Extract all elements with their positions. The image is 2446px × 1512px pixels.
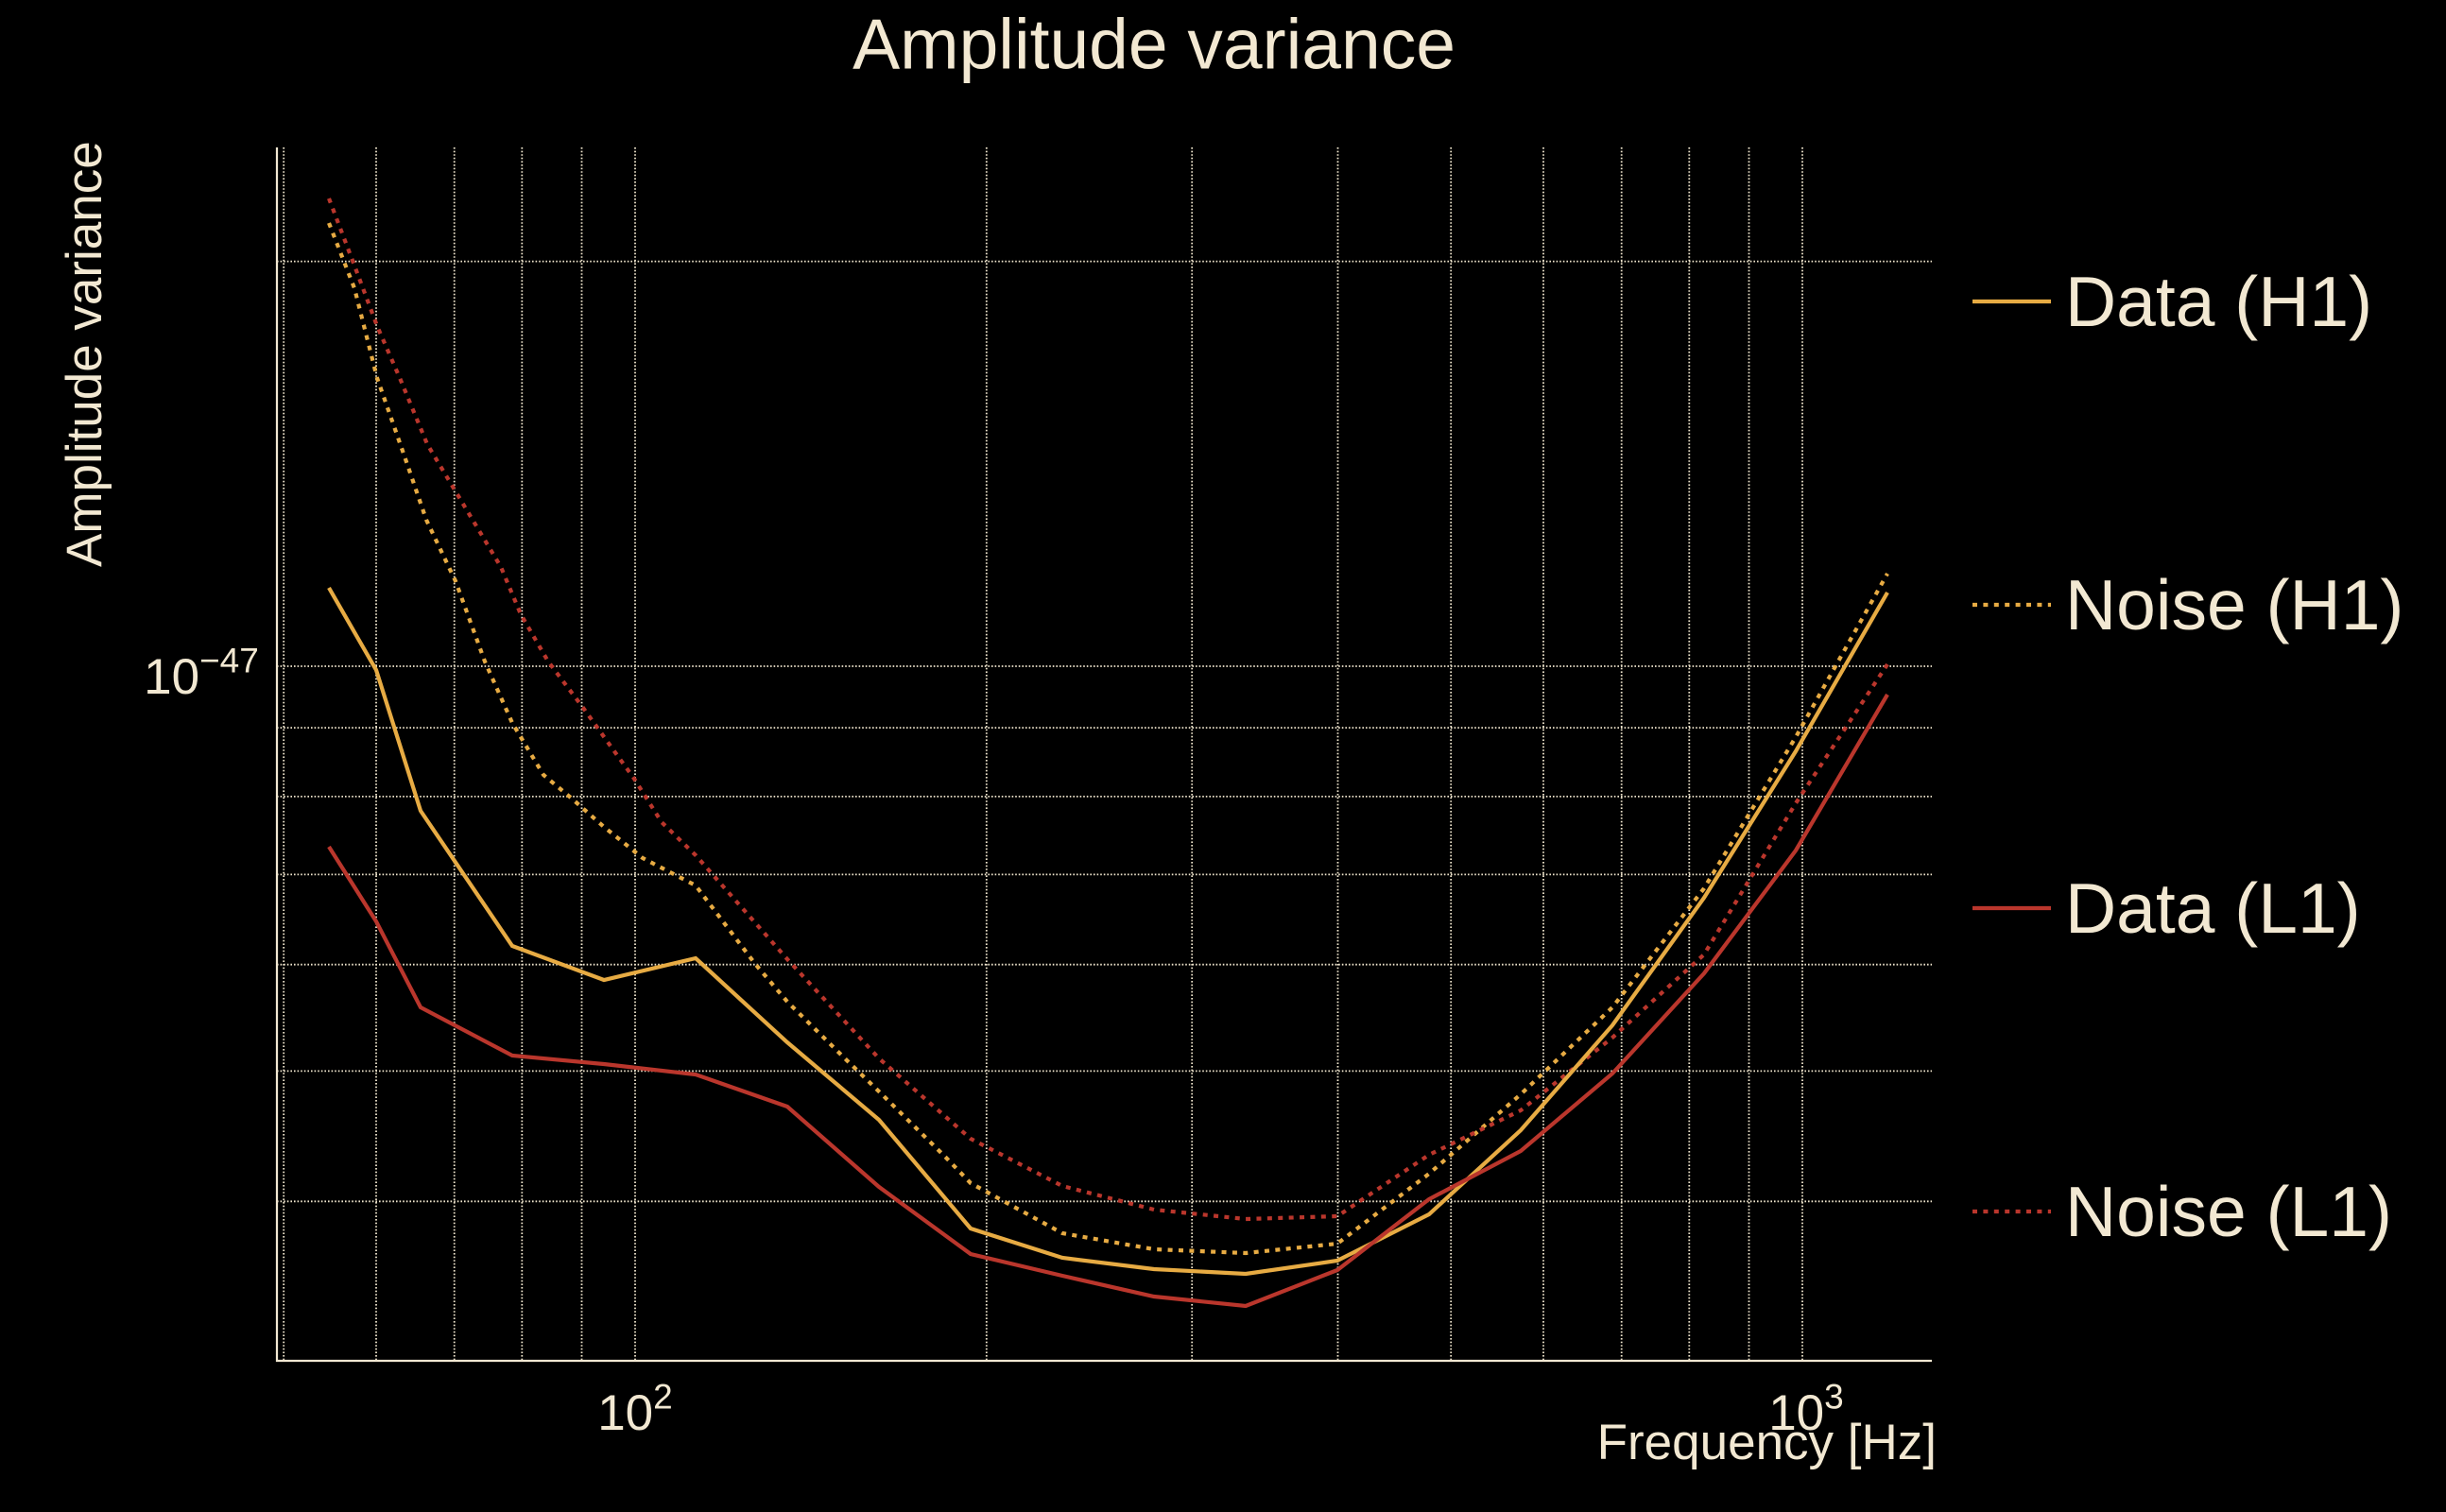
svg-text:Data (L1): Data (L1) [2065,868,2361,948]
svg-text:Noise (H1): Noise (H1) [2065,565,2403,644]
svg-text:Noise (L1): Noise (L1) [2065,1172,2392,1251]
svg-text:Frequency [Hz]: Frequency [Hz] [1597,1415,1937,1470]
svg-text:102: 102 [597,1378,673,1442]
svg-text:Amplitude variance: Amplitude variance [853,5,1456,84]
svg-text:Amplitude variance: Amplitude variance [57,141,112,567]
svg-text:Data (H1): Data (H1) [2065,262,2372,341]
